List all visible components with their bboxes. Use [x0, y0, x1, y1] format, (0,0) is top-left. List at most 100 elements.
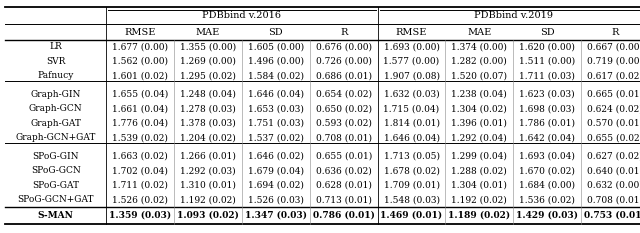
- Text: 0.726 (0.00): 0.726 (0.00): [316, 57, 372, 66]
- Text: 0.624 (0.02): 0.624 (0.02): [587, 104, 640, 113]
- Text: 0.713 (0.01): 0.713 (0.01): [316, 195, 372, 204]
- Text: 1.539 (0.02): 1.539 (0.02): [112, 133, 168, 142]
- Text: 0.627 (0.02): 0.627 (0.02): [587, 152, 640, 161]
- Text: 1.238 (0.04): 1.238 (0.04): [451, 90, 508, 99]
- Text: 1.577 (0.00): 1.577 (0.00): [383, 57, 440, 66]
- Text: 0.753 (0.01): 0.753 (0.01): [584, 211, 640, 220]
- Text: 1.663 (0.02): 1.663 (0.02): [112, 152, 168, 161]
- Text: 1.713 (0.05): 1.713 (0.05): [383, 152, 440, 161]
- Text: Graph-GCN+GAT: Graph-GCN+GAT: [15, 133, 96, 142]
- Text: SD: SD: [269, 27, 283, 37]
- Text: 1.537 (0.02): 1.537 (0.02): [248, 133, 304, 142]
- Text: 1.670 (0.02): 1.670 (0.02): [519, 166, 575, 175]
- Text: 1.355 (0.00): 1.355 (0.00): [180, 42, 236, 51]
- Text: 1.288 (0.02): 1.288 (0.02): [451, 166, 508, 175]
- Text: 1.192 (0.02): 1.192 (0.02): [180, 195, 236, 204]
- Text: SPoG-GCN+GAT: SPoG-GCN+GAT: [17, 195, 94, 204]
- Text: 0.655 (0.01): 0.655 (0.01): [316, 152, 372, 161]
- Text: RMSE: RMSE: [124, 27, 156, 37]
- Text: 1.204 (0.02): 1.204 (0.02): [180, 133, 236, 142]
- Text: Pafnucy: Pafnucy: [38, 71, 74, 80]
- Text: 1.693 (0.04): 1.693 (0.04): [519, 152, 575, 161]
- Text: 1.907 (0.08): 1.907 (0.08): [383, 71, 440, 80]
- Text: 0.654 (0.02): 0.654 (0.02): [316, 90, 372, 99]
- Text: 1.814 (0.01): 1.814 (0.01): [383, 119, 440, 128]
- Text: SPoG-GIN: SPoG-GIN: [33, 152, 79, 161]
- Text: 1.526 (0.02): 1.526 (0.02): [112, 195, 168, 204]
- Text: 1.684 (0.00): 1.684 (0.00): [519, 181, 575, 190]
- Text: 1.711 (0.03): 1.711 (0.03): [519, 71, 575, 80]
- Text: 1.093 (0.02): 1.093 (0.02): [177, 211, 239, 220]
- Text: 1.520 (0.07): 1.520 (0.07): [451, 71, 508, 80]
- Text: 1.562 (0.00): 1.562 (0.00): [112, 57, 168, 66]
- Text: R: R: [611, 27, 619, 37]
- Text: 1.776 (0.04): 1.776 (0.04): [112, 119, 168, 128]
- Text: 1.620 (0.00): 1.620 (0.00): [519, 42, 575, 51]
- Text: 1.678 (0.02): 1.678 (0.02): [383, 166, 440, 175]
- Text: 0.719 (0.00): 0.719 (0.00): [587, 57, 640, 66]
- Text: 1.282 (0.00): 1.282 (0.00): [451, 57, 508, 66]
- Text: 1.374 (0.00): 1.374 (0.00): [451, 42, 508, 51]
- Text: 1.536 (0.02): 1.536 (0.02): [519, 195, 575, 204]
- Text: SPoG-GAT: SPoG-GAT: [32, 181, 79, 190]
- Text: Graph-GIN: Graph-GIN: [31, 90, 81, 99]
- Text: 1.694 (0.02): 1.694 (0.02): [248, 181, 304, 190]
- Text: 1.642 (0.04): 1.642 (0.04): [519, 133, 575, 142]
- Text: 0.650 (0.02): 0.650 (0.02): [316, 104, 372, 113]
- Text: 1.702 (0.04): 1.702 (0.04): [112, 166, 168, 175]
- Text: 1.655 (0.04): 1.655 (0.04): [112, 90, 168, 99]
- Text: 1.299 (0.04): 1.299 (0.04): [451, 152, 508, 161]
- Text: 0.640 (0.01): 0.640 (0.01): [587, 166, 640, 175]
- Text: Graph-GAT: Graph-GAT: [30, 119, 81, 128]
- Text: 1.266 (0.01): 1.266 (0.01): [180, 152, 236, 161]
- Text: 1.751 (0.03): 1.751 (0.03): [248, 119, 304, 128]
- Text: 1.646 (0.02): 1.646 (0.02): [248, 152, 304, 161]
- Text: 0.632 (0.00): 0.632 (0.00): [587, 181, 640, 190]
- Text: 0.667 (0.00): 0.667 (0.00): [587, 42, 640, 51]
- Text: 1.605 (0.00): 1.605 (0.00): [248, 42, 304, 51]
- Text: Graph-GCN: Graph-GCN: [29, 104, 83, 113]
- Text: 1.698 (0.03): 1.698 (0.03): [519, 104, 575, 113]
- Text: 1.709 (0.01): 1.709 (0.01): [383, 181, 440, 190]
- Text: 0.655 (0.02): 0.655 (0.02): [587, 133, 640, 142]
- Text: 1.248 (0.04): 1.248 (0.04): [180, 90, 236, 99]
- Text: 0.686 (0.01): 0.686 (0.01): [316, 71, 372, 80]
- Text: 1.511 (0.00): 1.511 (0.00): [519, 57, 575, 66]
- Text: 1.304 (0.02): 1.304 (0.02): [451, 104, 508, 113]
- Text: SPoG-GCN: SPoG-GCN: [31, 166, 81, 175]
- Text: 1.496 (0.00): 1.496 (0.00): [248, 57, 304, 66]
- Text: 0.786 (0.01): 0.786 (0.01): [313, 211, 374, 220]
- Text: 1.646 (0.04): 1.646 (0.04): [383, 133, 440, 142]
- Text: 1.429 (0.03): 1.429 (0.03): [516, 211, 578, 220]
- Text: MAE: MAE: [467, 27, 492, 37]
- Text: 1.378 (0.03): 1.378 (0.03): [180, 119, 236, 128]
- Text: MAE: MAE: [196, 27, 220, 37]
- Text: 0.570 (0.01): 0.570 (0.01): [587, 119, 640, 128]
- Text: SVR: SVR: [46, 57, 65, 66]
- Text: 0.628 (0.01): 0.628 (0.01): [316, 181, 372, 190]
- Text: 1.715 (0.04): 1.715 (0.04): [383, 104, 440, 113]
- Text: 0.636 (0.02): 0.636 (0.02): [316, 166, 372, 175]
- Text: 1.189 (0.02): 1.189 (0.02): [448, 211, 511, 220]
- Text: 1.548 (0.03): 1.548 (0.03): [383, 195, 440, 204]
- Text: 1.347 (0.03): 1.347 (0.03): [245, 211, 307, 220]
- Text: 1.601 (0.02): 1.601 (0.02): [112, 71, 168, 80]
- Text: 1.584 (0.02): 1.584 (0.02): [248, 71, 304, 80]
- Text: 1.693 (0.00): 1.693 (0.00): [383, 42, 440, 51]
- Text: 1.786 (0.01): 1.786 (0.01): [519, 119, 575, 128]
- Text: 1.396 (0.01): 1.396 (0.01): [451, 119, 508, 128]
- Text: LR: LR: [49, 42, 62, 51]
- Text: 1.304 (0.01): 1.304 (0.01): [451, 181, 508, 190]
- Text: 0.593 (0.02): 0.593 (0.02): [316, 119, 372, 128]
- Text: RMSE: RMSE: [396, 27, 428, 37]
- Text: 1.469 (0.01): 1.469 (0.01): [380, 211, 443, 220]
- Text: 1.653 (0.03): 1.653 (0.03): [248, 104, 304, 113]
- Text: 1.295 (0.02): 1.295 (0.02): [180, 71, 236, 80]
- Text: 1.269 (0.00): 1.269 (0.00): [180, 57, 236, 66]
- Text: 0.708 (0.01): 0.708 (0.01): [587, 195, 640, 204]
- Text: 1.646 (0.04): 1.646 (0.04): [248, 90, 304, 99]
- Text: 1.359 (0.03): 1.359 (0.03): [109, 211, 172, 220]
- Text: 1.278 (0.03): 1.278 (0.03): [180, 104, 236, 113]
- Text: 1.192 (0.02): 1.192 (0.02): [451, 195, 508, 204]
- Text: 1.677 (0.00): 1.677 (0.00): [112, 42, 168, 51]
